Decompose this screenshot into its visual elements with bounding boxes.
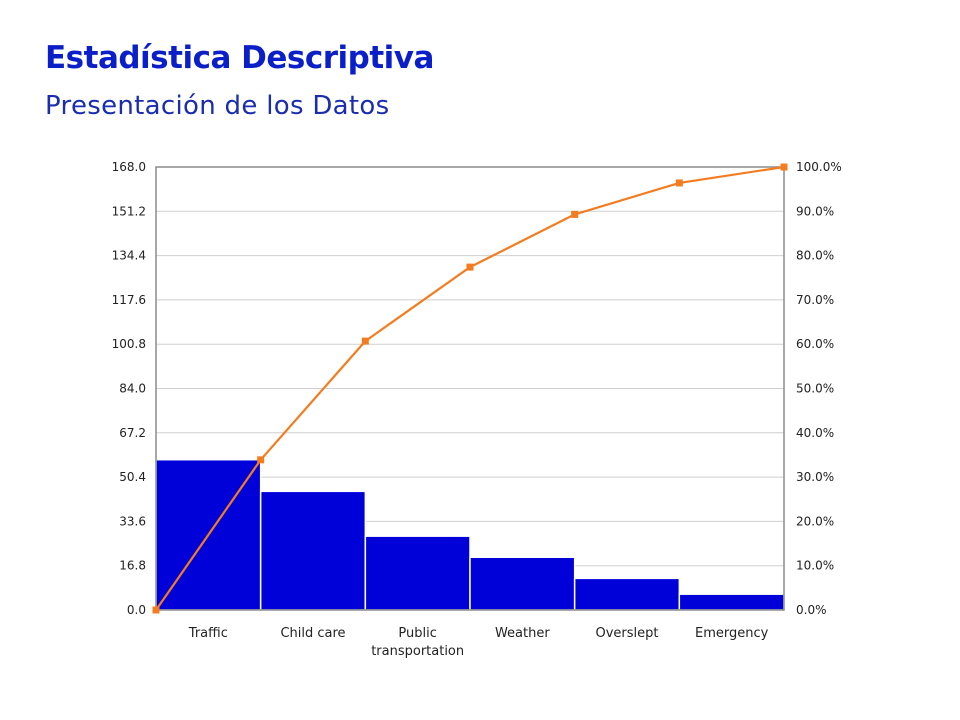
cumulative-point	[571, 210, 579, 218]
cumulative-point	[257, 456, 265, 464]
right-axis-ticks: 0.0% 10.0% 20.0% 30.0% 40.0% 50.0% 60.0% 70.0% 8…	[796, 160, 842, 617]
bar	[573, 577, 681, 611]
left-axis-ticks: 0.0 16.8 33.6 50.4 67.2 84.0 100.8 117.6 134.4 15…	[112, 160, 146, 617]
category-label: Public transportation	[371, 626, 464, 659]
category-label-line: Child care	[280, 626, 345, 641]
right-tick-label: 40.0%	[796, 426, 834, 440]
left-tick-label: 50.4	[119, 470, 146, 484]
category-label: Child care	[280, 626, 345, 641]
category-label: Overslept	[595, 626, 658, 641]
right-tick-label: 30.0%	[796, 470, 834, 484]
category-label: Weather	[495, 626, 550, 641]
category-axis-labels: Traffic Child care Public transportation Wea…	[188, 626, 769, 659]
right-tick-label: 0.0%	[796, 603, 827, 617]
category-label: Traffic	[188, 626, 228, 641]
cumulative-point	[675, 179, 683, 187]
plot-frame	[155, 166, 785, 611]
right-tick-label: 20.0%	[796, 514, 834, 528]
left-tick-label: 67.2	[119, 426, 146, 440]
category-label-line: Traffic	[188, 626, 228, 641]
bar	[259, 490, 367, 611]
bar	[364, 535, 471, 611]
cumulative-point	[780, 163, 788, 171]
cumulative-line-series	[152, 163, 788, 614]
category-label-line: Emergency	[695, 626, 769, 641]
right-tick-label: 50.0%	[796, 382, 834, 396]
right-tick-label: 100.0%	[796, 160, 842, 174]
category-label-line: transportation	[371, 644, 464, 659]
left-tick-label: 100.8	[112, 337, 146, 351]
right-tick-label: 10.0%	[796, 559, 834, 573]
cumulative-point	[361, 337, 369, 345]
right-tick-label: 60.0%	[796, 337, 834, 351]
category-label-line: Overslept	[595, 626, 658, 641]
right-tick-label: 90.0%	[796, 204, 834, 218]
bar	[469, 556, 576, 611]
category-label-line: Weather	[495, 626, 550, 641]
category-label-line: Public	[398, 626, 436, 641]
slide-subtitle: Presentación de los Datos	[45, 91, 390, 121]
cumulative-point	[152, 606, 160, 614]
left-tick-label: 151.2	[112, 204, 146, 218]
slide-title: Estadística Descriptiva	[45, 40, 434, 76]
bar	[678, 593, 785, 611]
left-tick-label: 0.0	[127, 603, 146, 617]
left-tick-label: 168.0	[112, 160, 146, 174]
right-tick-label: 80.0%	[796, 249, 834, 263]
category-label: Emergency	[695, 626, 769, 641]
bar-series	[155, 458, 785, 611]
left-tick-label: 16.8	[119, 559, 146, 573]
left-tick-label: 117.6	[112, 293, 146, 307]
left-tick-label: 84.0	[119, 382, 146, 396]
left-tick-label: 134.4	[112, 249, 146, 263]
left-tick-label: 33.6	[119, 514, 146, 528]
cumulative-point	[466, 263, 474, 271]
right-tick-label: 70.0%	[796, 293, 834, 307]
